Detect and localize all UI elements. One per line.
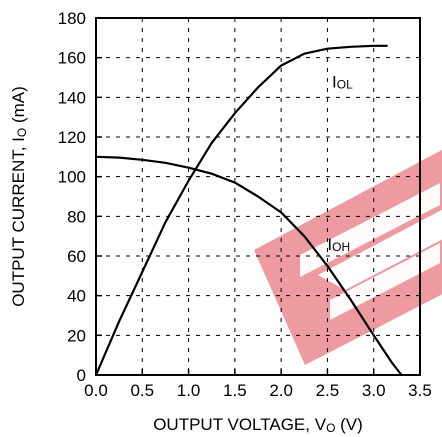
x-tick-label: 0.0	[84, 381, 108, 400]
series-line-ioh	[95, 155, 403, 376]
watermark-logo	[254, 149, 442, 365]
y-axis-title: OUTPUT CURRENT, IO (mA)	[9, 86, 29, 307]
y-tick-label: 60	[67, 247, 86, 266]
y-tick-label: 0	[77, 366, 86, 385]
series-labels: IOL IOH	[327, 72, 353, 254]
series-line-iol	[94, 44, 388, 376]
y-axis: 0 20 40 60 80 100 120 140 160 180	[58, 9, 102, 385]
x-tick-label: 3.0	[362, 381, 386, 400]
watermark-shape	[254, 149, 442, 365]
series-label-iol: IOL	[332, 72, 353, 91]
y-tick-label: 140	[58, 88, 86, 107]
y-tick-label: 80	[67, 207, 86, 226]
y-tick-label: 40	[67, 287, 86, 306]
x-tick-label: 1.0	[177, 381, 201, 400]
x-axis-title: OUTPUT VOLTAGE, VO (V)	[153, 415, 363, 435]
x-tick-label: 1.5	[223, 381, 247, 400]
x-tick-label: 3.5	[408, 381, 432, 400]
x-axis: 0.0 0.5 1.0 1.5 2.0 2.5 3.0 3.5	[84, 369, 432, 400]
y-tick-label: 180	[58, 9, 86, 28]
series-lines	[94, 44, 403, 376]
y-tick-label: 120	[58, 128, 86, 147]
x-tick-label: 0.5	[130, 381, 154, 400]
plot-frame	[95, 17, 421, 376]
y-tick-label: 100	[58, 168, 86, 187]
watermark-gap	[330, 243, 440, 320]
y-tick-label: 20	[67, 326, 86, 345]
x-tick-label: 2.0	[269, 381, 293, 400]
x-tick-label: 2.5	[316, 381, 340, 400]
series-label-ioh: IOH	[327, 235, 350, 254]
watermark-gap	[300, 183, 440, 277]
y-tick-label: 160	[58, 49, 86, 68]
